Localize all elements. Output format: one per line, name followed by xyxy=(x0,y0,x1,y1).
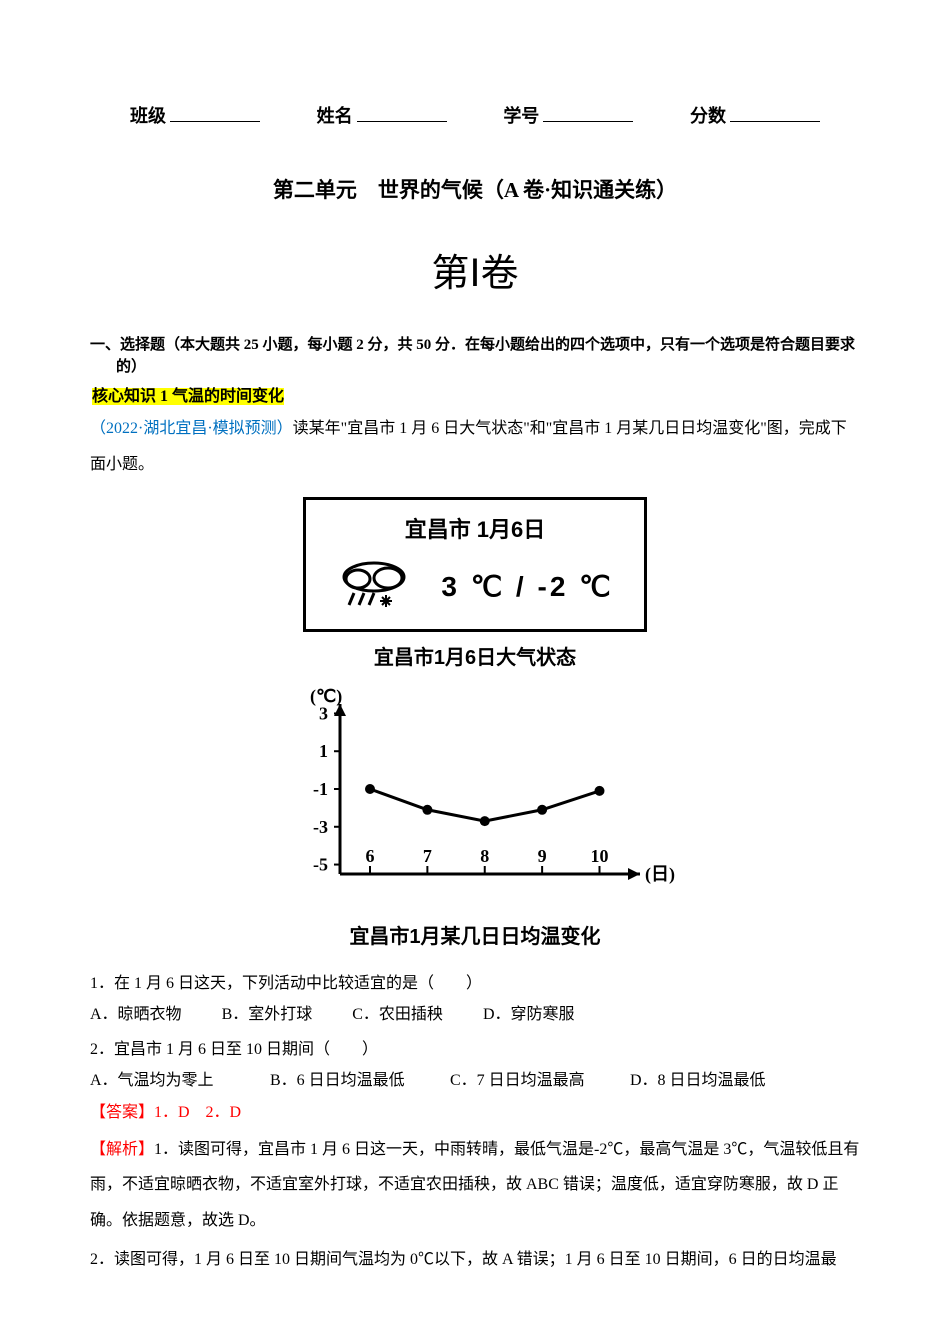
question-2-stem: 2．宜昌市 1 月 6 日至 10 日期间（ ） xyxy=(90,1036,860,1065)
blank-line xyxy=(357,121,447,122)
svg-text:(℃): (℃) xyxy=(310,686,342,707)
svg-text:-3: -3 xyxy=(313,817,328,837)
core-knowledge: 核心知识 1 气温的时间变化 xyxy=(90,383,286,412)
question-1-stem: 1．在 1 月 6 日这天，下列活动中比较适宜的是（ ） xyxy=(90,970,860,999)
name-field: 姓名 xyxy=(317,100,447,132)
q1-option-c: C．农田插秧 xyxy=(352,1001,443,1030)
svg-text:7: 7 xyxy=(423,846,432,866)
blank-line xyxy=(543,121,633,122)
q2-option-c: C．7 日日均温最高 xyxy=(450,1067,610,1096)
analysis-1-text: 1．读图可得，宜昌市 1 月 6 日这一天，中雨转晴，最低气温是-2℃，最高气温… xyxy=(90,1141,859,1228)
analysis-2: 2．读图可得，1 月 6 日至 10 日期间气温均为 0℃以下，故 A 错误；1… xyxy=(90,1242,860,1277)
analysis-1: 【解析】1．读图可得，宜昌市 1 月 6 日这一天，中雨转晴，最低气温是-2℃，… xyxy=(90,1132,860,1238)
question-1-options: A．晾晒衣物 B．室外打球 C．农田插秧 D．穿防寒服 xyxy=(90,1001,860,1030)
header-fields: 班级 姓名 学号 分数 xyxy=(90,100,860,132)
name-label: 姓名 xyxy=(317,100,353,132)
weather-sleet-icon xyxy=(336,559,411,614)
score-label: 分数 xyxy=(690,100,726,132)
svg-text:3: 3 xyxy=(319,704,328,724)
weather-card: 宜昌市 1月6日 3 ℃ / -2 ℃ xyxy=(303,497,646,633)
blank-line xyxy=(730,121,820,122)
weather-caption: 宜昌市1月6日大气状态 xyxy=(90,640,860,676)
unit-title: 第二单元 世界的气候（A 卷·知识通关练） xyxy=(90,172,860,210)
analysis-label: 【解析】 xyxy=(90,1141,154,1158)
source-tag: （2022·湖北宜昌·模拟预测） xyxy=(90,420,293,437)
q2-option-d: D．8 日日均温最低 xyxy=(630,1067,790,1096)
weather-card-title: 宜昌市 1月6日 xyxy=(336,510,613,550)
volume-title: 第Ⅰ卷 xyxy=(90,240,860,308)
q2-option-a: A．气温均为零上 xyxy=(90,1067,250,1096)
score-field: 分数 xyxy=(690,100,820,132)
svg-text:-5: -5 xyxy=(313,855,328,875)
svg-text:1: 1 xyxy=(319,742,328,762)
weather-temp: 3 ℃ / -2 ℃ xyxy=(441,562,613,612)
passage-intro: （2022·湖北宜昌·模拟预测）读某年"宜昌市 1 月 6 日大气状态"和"宜昌… xyxy=(90,411,860,481)
svg-text:10: 10 xyxy=(591,846,609,866)
figure-container: 宜昌市 1月6日 3 ℃ / -2 ℃ 宜昌市1月6日大气状态 3 1 -1 -3 -5… xyxy=(90,497,860,955)
svg-text:6: 6 xyxy=(366,846,375,866)
temperature-line-chart: 3 1 -1 -3 -5 6 7 8 9 10 (℃) (日) xyxy=(260,684,690,904)
svg-text:-1: -1 xyxy=(313,779,328,799)
class-label: 班级 xyxy=(130,100,166,132)
section-header: 一、选择题（本大题共 25 小题，每小题 2 分，共 50 分．在每小题给出的四… xyxy=(90,334,860,379)
svg-text:(日): (日) xyxy=(645,864,675,885)
svg-text:8: 8 xyxy=(480,846,489,866)
class-field: 班级 xyxy=(130,100,260,132)
blank-line xyxy=(170,121,260,122)
q1-option-d: D．穿防寒服 xyxy=(483,1001,575,1030)
id-label: 学号 xyxy=(503,100,539,132)
q2-option-b: B．6 日日均温最低 xyxy=(270,1067,430,1096)
q1-option-b: B．室外打球 xyxy=(222,1001,313,1030)
q1-option-a: A．晾晒衣物 xyxy=(90,1001,182,1030)
id-field: 学号 xyxy=(503,100,633,132)
answer-line: 【答案】1．D 2．D xyxy=(90,1099,860,1128)
question-2-options: A．气温均为零上 B．6 日日均温最低 C．7 日日均温最高 D．8 日日均温最… xyxy=(90,1067,860,1096)
line-chart-wrapper: 3 1 -1 -3 -5 6 7 8 9 10 (℃) (日) xyxy=(260,684,690,915)
weather-content: 3 ℃ / -2 ℃ xyxy=(336,559,613,614)
chart-caption: 宜昌市1月某几日日均温变化 xyxy=(90,919,860,955)
svg-text:9: 9 xyxy=(538,846,547,866)
